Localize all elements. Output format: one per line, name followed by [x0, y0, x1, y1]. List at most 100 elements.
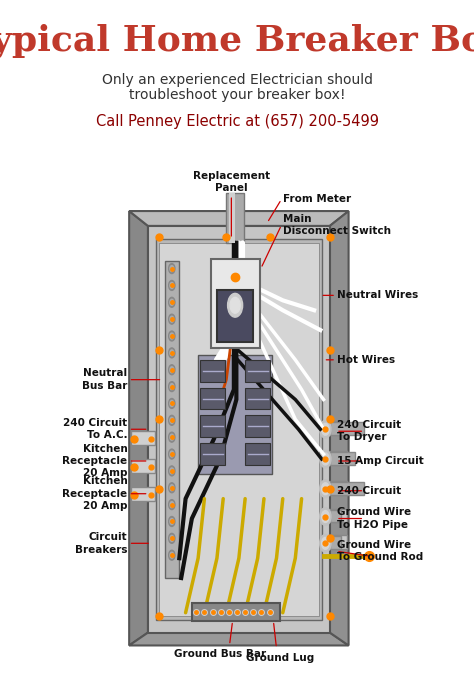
Circle shape — [320, 480, 331, 498]
Polygon shape — [330, 211, 348, 645]
FancyBboxPatch shape — [330, 482, 364, 495]
FancyBboxPatch shape — [198, 355, 272, 474]
Circle shape — [228, 293, 243, 318]
FancyBboxPatch shape — [217, 290, 253, 342]
Text: 240 Circuit
To A.C.: 240 Circuit To A.C. — [63, 418, 128, 441]
FancyBboxPatch shape — [192, 603, 280, 621]
Circle shape — [322, 510, 329, 523]
Circle shape — [169, 331, 175, 341]
FancyBboxPatch shape — [328, 481, 346, 495]
Circle shape — [170, 519, 173, 525]
FancyBboxPatch shape — [200, 416, 225, 437]
FancyBboxPatch shape — [210, 259, 260, 348]
FancyBboxPatch shape — [245, 388, 270, 410]
Circle shape — [169, 533, 175, 544]
Circle shape — [170, 485, 173, 491]
FancyBboxPatch shape — [229, 193, 235, 243]
Circle shape — [170, 536, 173, 542]
Circle shape — [170, 552, 173, 558]
Circle shape — [170, 401, 173, 406]
Circle shape — [169, 365, 175, 374]
Circle shape — [169, 314, 175, 324]
FancyBboxPatch shape — [330, 510, 341, 523]
FancyBboxPatch shape — [200, 359, 225, 382]
Text: Ground Wire
To Ground Rod: Ground Wire To Ground Rod — [337, 540, 424, 563]
Text: Kitchen
Receptacle
20 Amp: Kitchen Receptacle 20 Amp — [62, 443, 128, 479]
Circle shape — [322, 423, 329, 435]
FancyBboxPatch shape — [131, 459, 155, 473]
Text: Typical Home Breaker Box: Typical Home Breaker Box — [0, 23, 474, 58]
FancyBboxPatch shape — [330, 536, 341, 549]
Circle shape — [170, 282, 173, 288]
FancyBboxPatch shape — [245, 443, 270, 465]
Circle shape — [169, 550, 175, 560]
Circle shape — [230, 297, 240, 313]
Circle shape — [170, 367, 173, 373]
Circle shape — [170, 265, 173, 271]
FancyBboxPatch shape — [328, 421, 346, 435]
FancyBboxPatch shape — [156, 239, 322, 619]
FancyBboxPatch shape — [148, 226, 330, 632]
FancyBboxPatch shape — [328, 508, 346, 523]
Text: Only an experienced Electrician should: Only an experienced Electrician should — [101, 73, 373, 87]
Circle shape — [322, 453, 329, 465]
Circle shape — [169, 280, 175, 290]
Circle shape — [169, 483, 175, 493]
Circle shape — [169, 348, 175, 358]
Circle shape — [169, 416, 175, 425]
Text: Replacement
Panel: Replacement Panel — [193, 171, 270, 193]
FancyBboxPatch shape — [200, 443, 225, 465]
Circle shape — [169, 297, 175, 307]
FancyBboxPatch shape — [165, 261, 179, 578]
Circle shape — [320, 534, 331, 552]
Circle shape — [170, 299, 173, 305]
Circle shape — [170, 417, 173, 423]
Circle shape — [170, 468, 173, 474]
Text: Neutral
Bus Bar: Neutral Bus Bar — [82, 368, 128, 391]
FancyBboxPatch shape — [328, 451, 346, 465]
Text: Kitchen
Receptacle
20 Amp: Kitchen Receptacle 20 Amp — [62, 477, 128, 511]
FancyBboxPatch shape — [328, 536, 346, 549]
FancyBboxPatch shape — [245, 359, 270, 382]
FancyBboxPatch shape — [200, 388, 225, 410]
Circle shape — [170, 502, 173, 508]
Text: Neutral Wires: Neutral Wires — [337, 290, 419, 301]
FancyBboxPatch shape — [330, 452, 355, 465]
Text: 240 Circuit
To Dryer: 240 Circuit To Dryer — [337, 420, 401, 443]
Circle shape — [169, 500, 175, 510]
Circle shape — [169, 432, 175, 442]
Text: troubleshoot your breaker box!: troubleshoot your breaker box! — [129, 88, 345, 102]
Text: Ground Bus Bar: Ground Bus Bar — [174, 649, 266, 659]
Circle shape — [320, 508, 331, 525]
Circle shape — [169, 517, 175, 527]
FancyBboxPatch shape — [245, 416, 270, 437]
Circle shape — [169, 466, 175, 476]
Circle shape — [170, 350, 173, 356]
FancyBboxPatch shape — [159, 243, 319, 615]
Circle shape — [322, 538, 329, 549]
Text: From Meter: From Meter — [283, 194, 351, 204]
Text: Hot Wires: Hot Wires — [337, 355, 395, 365]
Polygon shape — [129, 211, 348, 226]
Circle shape — [320, 420, 331, 438]
Circle shape — [169, 449, 175, 459]
Circle shape — [170, 316, 173, 322]
Circle shape — [320, 450, 331, 468]
Text: Ground Wire
To H2O Pipe: Ground Wire To H2O Pipe — [337, 507, 411, 529]
FancyBboxPatch shape — [330, 422, 364, 435]
Circle shape — [170, 434, 173, 440]
Text: Circuit
Breakers: Circuit Breakers — [75, 532, 128, 554]
Text: Main
Disconnect Switch: Main Disconnect Switch — [283, 214, 391, 236]
Text: Call Penney Electric at (657) 200-5499: Call Penney Electric at (657) 200-5499 — [95, 114, 379, 129]
Circle shape — [169, 263, 175, 274]
Circle shape — [322, 483, 329, 495]
Text: 15 Amp Circuit: 15 Amp Circuit — [337, 456, 424, 466]
Circle shape — [170, 451, 173, 457]
FancyBboxPatch shape — [131, 487, 155, 501]
Circle shape — [169, 382, 175, 391]
FancyBboxPatch shape — [131, 431, 155, 445]
Circle shape — [170, 384, 173, 389]
Circle shape — [170, 333, 173, 339]
Text: 240 Circuit: 240 Circuit — [337, 485, 401, 496]
Polygon shape — [129, 211, 148, 645]
